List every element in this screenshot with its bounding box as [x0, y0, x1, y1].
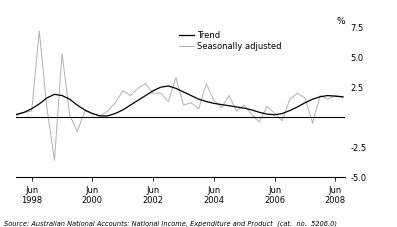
Text: %: %	[337, 17, 345, 26]
Legend: Trend, Seasonally adjusted: Trend, Seasonally adjusted	[179, 31, 282, 51]
Text: Source: Australian National Accounts: National Income, Expenditure and Product  : Source: Australian National Accounts: Na…	[4, 220, 337, 227]
